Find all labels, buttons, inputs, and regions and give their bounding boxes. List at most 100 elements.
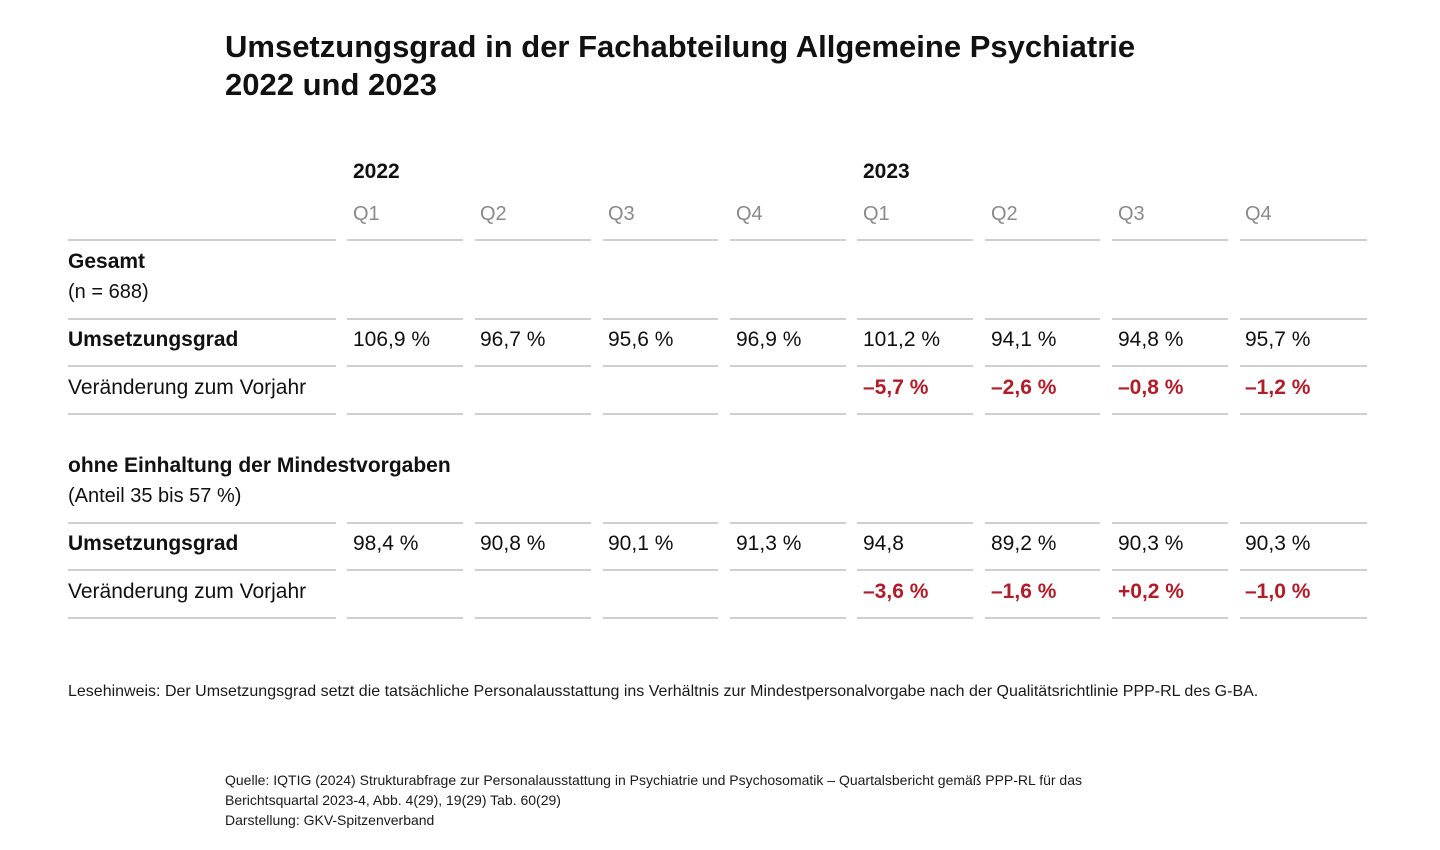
row-rule-col-7	[1112, 569, 1228, 571]
row-rule-col-8	[1240, 413, 1367, 415]
row-label: Veränderung zum Vorjahr	[68, 580, 307, 603]
row-rule-col-6	[985, 522, 1100, 524]
section-title: Gesamt	[68, 250, 146, 273]
row-rule-label	[68, 617, 336, 619]
table-cell: 95,7 %	[1245, 328, 1311, 351]
row-rule-col-6	[985, 569, 1100, 571]
row-rule-col-5	[857, 413, 973, 415]
row-rule-col-6	[985, 365, 1100, 367]
row-rule-col-7	[1112, 318, 1228, 320]
reading-note: Lesehinweis: Der Umsetzungsgrad setzt di…	[68, 683, 1259, 700]
header-rule-label	[68, 239, 336, 241]
quarter-header: Q3	[1118, 203, 1145, 225]
row-rule-col-3	[603, 365, 718, 367]
header-rule-col-7	[1112, 239, 1228, 241]
row-rule-col-7	[1112, 522, 1228, 524]
table-cell: 94,1 %	[991, 328, 1057, 351]
row-rule-label	[68, 413, 336, 415]
row-rule-col-4	[730, 569, 846, 571]
table-cell: +0,2 %	[1118, 580, 1184, 603]
row-rule-col-1	[347, 365, 463, 367]
row-rule-col-2	[475, 318, 591, 320]
row-rule-col-2	[475, 617, 591, 619]
row-rule-col-2	[475, 569, 591, 571]
table-cell: 94,8 %	[1118, 328, 1184, 351]
quarter-header: Q1	[863, 203, 890, 225]
row-rule-col-4	[730, 318, 846, 320]
row-rule-col-1	[347, 413, 463, 415]
section-subtitle: (Anteil 35 bis 57 %)	[68, 485, 242, 507]
row-rule-col-2	[475, 365, 591, 367]
header-rule-col-5	[857, 239, 973, 241]
table-cell: –0,8 %	[1118, 376, 1184, 399]
row-rule-col-3	[603, 569, 718, 571]
table-cell: –3,6 %	[863, 580, 929, 603]
table-cell: 96,9 %	[736, 328, 802, 351]
header-rule-col-6	[985, 239, 1100, 241]
source-block: Quelle: IQTIG (2024) Strukturabfrage zur…	[225, 770, 1325, 830]
row-rule-label	[68, 365, 336, 367]
header-rule-col-2	[475, 239, 591, 241]
row-rule-col-8	[1240, 569, 1367, 571]
row-rule-col-5	[857, 617, 973, 619]
row-label: Umsetzungsgrad	[68, 328, 239, 351]
row-rule-label	[68, 318, 336, 320]
table-cell: 94,8	[863, 532, 904, 555]
row-label: Umsetzungsgrad	[68, 532, 239, 555]
row-rule-col-8	[1240, 318, 1367, 320]
source-line-3: Darstellung: GKV-Spitzenverband	[225, 812, 435, 828]
row-rule-col-3	[603, 318, 718, 320]
quarter-header: Q4	[736, 203, 763, 225]
table-cell: 95,6 %	[608, 328, 674, 351]
chart-title-line-2: 2022 und 2023	[225, 67, 437, 102]
row-rule-col-5	[857, 318, 973, 320]
header-rule-col-8	[1240, 239, 1367, 241]
table-cell: –1,2 %	[1245, 376, 1311, 399]
source-line-2: Berichtsquartal 2023-4, Abb. 4(29), 19(2…	[225, 792, 561, 808]
quarter-header: Q1	[353, 203, 380, 225]
quarter-header: Q2	[480, 203, 507, 225]
header-rule-col-4	[730, 239, 846, 241]
row-rule-col-4	[730, 522, 846, 524]
table-cell: 101,2 %	[863, 328, 941, 351]
header-rule-col-1	[347, 239, 463, 241]
table-cell: –5,7 %	[863, 376, 929, 399]
row-rule-col-6	[985, 318, 1100, 320]
table-cell: 90,1 %	[608, 532, 674, 555]
section-title: ohne Einhaltung der Mindestvorgaben	[68, 454, 451, 477]
row-rule-col-3	[603, 413, 718, 415]
chart-title: Umsetzungsgrad in der Fachabteilung Allg…	[225, 28, 1375, 104]
table-cell: 89,2 %	[991, 532, 1057, 555]
source-line-1: Quelle: IQTIG (2024) Strukturabfrage zur…	[225, 772, 1082, 788]
year-header-2023: 2023	[863, 160, 910, 183]
table-cell: –1,0 %	[1245, 580, 1311, 603]
row-rule-col-6	[985, 617, 1100, 619]
header-rule-col-3	[603, 239, 718, 241]
row-rule-col-4	[730, 365, 846, 367]
row-rule-col-2	[475, 413, 591, 415]
row-rule-col-2	[475, 522, 591, 524]
row-label: Veränderung zum Vorjahr	[68, 376, 307, 399]
quarter-header: Q2	[991, 203, 1018, 225]
section-subtitle: (n = 688)	[68, 281, 149, 303]
row-rule-col-1	[347, 522, 463, 524]
row-rule-col-5	[857, 569, 973, 571]
row-rule-col-8	[1240, 522, 1367, 524]
row-rule-col-4	[730, 617, 846, 619]
table-cell: 90,3 %	[1245, 532, 1311, 555]
row-rule-col-3	[603, 522, 718, 524]
table-cell: 90,3 %	[1118, 532, 1184, 555]
quarter-header: Q4	[1245, 203, 1272, 225]
row-rule-col-8	[1240, 617, 1367, 619]
row-rule-col-5	[857, 365, 973, 367]
table-cell: –2,6 %	[991, 376, 1057, 399]
table-cell: 98,4 %	[353, 532, 419, 555]
row-rule-col-6	[985, 413, 1100, 415]
row-rule-col-1	[347, 569, 463, 571]
row-rule-col-1	[347, 617, 463, 619]
row-rule-col-7	[1112, 617, 1228, 619]
table-cell: 106,9 %	[353, 328, 431, 351]
row-rule-label	[68, 522, 336, 524]
row-rule-col-7	[1112, 413, 1228, 415]
table-cell: 90,8 %	[480, 532, 546, 555]
